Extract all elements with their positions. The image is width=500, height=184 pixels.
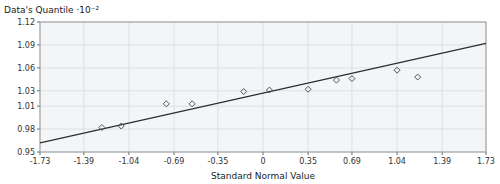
x-grid-line [351,22,352,152]
x-tick-label: -1.39 [73,157,94,166]
data-point [99,125,105,131]
plot-frame [40,22,486,152]
y-grid-line [40,90,486,91]
x-tick-label: 1.73 [477,157,495,166]
axes: -1.73 -1.39 -1.04 -0.69 -0.35 0 0.35 0.69 1.04 1.… [17,18,495,166]
x-grid-line [174,22,175,152]
x-grid-line [128,22,129,152]
y-grid-line [40,67,486,68]
y-grid-line [40,106,486,107]
data-point [349,76,355,82]
x-grid-line [442,22,443,152]
x-grid-line [397,22,398,152]
data-point [241,89,247,95]
data-point [305,86,311,92]
data-point [266,87,272,93]
x-axis-label: Standard Normal Value [211,171,315,181]
data-point [163,101,169,107]
data-point [394,67,400,73]
chart: -1.73 -1.39 -1.04 -0.69 -0.35 0 0.35 0.69 1.04 1.… [0,0,500,184]
y-tick-label: 1.06 [17,64,35,73]
x-tick-label: 0.35 [299,157,317,166]
marks [40,43,486,142]
x-grid-line [263,22,264,152]
grid [40,22,486,152]
y-tick-label: 0.95 [17,148,35,157]
data-point [415,74,421,80]
y-tick-label: 1.12 [17,18,35,27]
y-axis-label: Data's Quantile ·10⁻² [4,5,100,15]
x-tick-label: -1.73 [30,157,51,166]
x-tick-label: 1.39 [433,157,451,166]
data-point [118,123,124,129]
y-tick-label: 0.98 [17,125,35,134]
x-tick-label: -1.04 [119,157,140,166]
data-point [333,77,339,83]
y-grid-line [40,129,486,130]
x-tick-label: 0.69 [343,157,361,166]
x-tick-label: 1.04 [388,157,406,166]
x-tick-label: 0 [260,157,265,166]
data-point [189,101,195,107]
x-grid-line [217,22,218,152]
y-grid-line [40,44,486,45]
reference-line [40,43,486,142]
x-tick-label: -0.35 [208,157,229,166]
plot-area [40,22,486,152]
y-tick-label: 1.01 [17,102,35,111]
x-tick-label: -0.69 [164,157,185,166]
y-tick-label: 1.09 [17,41,35,50]
y-tick-label: 1.03 [17,87,35,96]
